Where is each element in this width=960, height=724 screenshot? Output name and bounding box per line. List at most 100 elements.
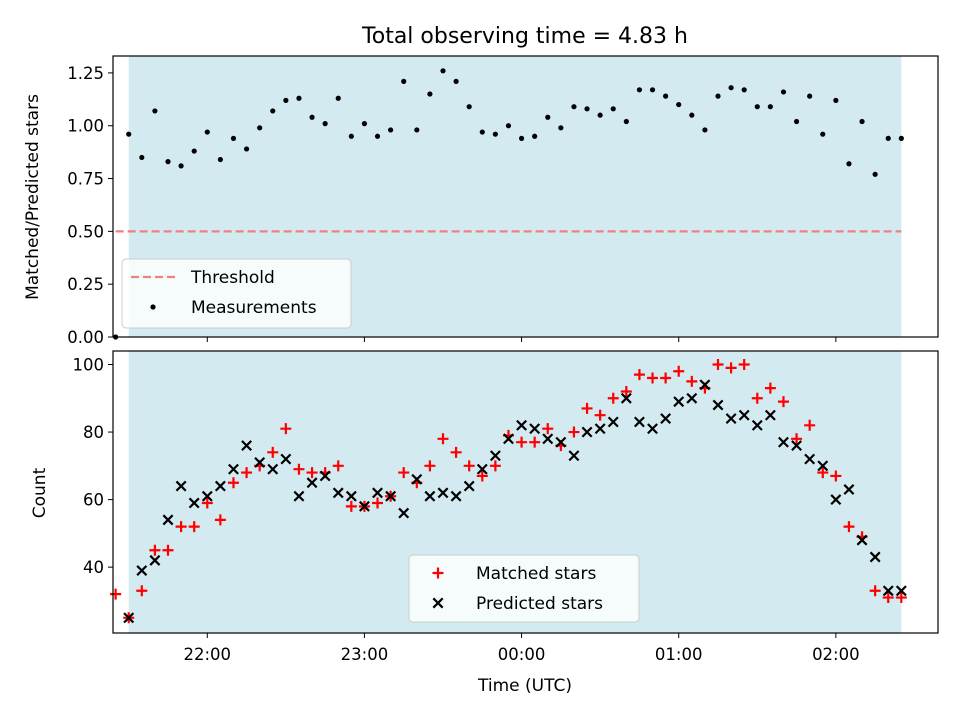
legend: Threshold Measurements xyxy=(121,258,352,329)
data-point xyxy=(584,106,590,112)
data-point xyxy=(623,118,629,125)
data-point xyxy=(293,490,305,502)
data-point xyxy=(751,419,763,431)
legend-box xyxy=(408,554,640,623)
data-point xyxy=(267,446,279,458)
data-point xyxy=(767,104,773,110)
data-point xyxy=(751,392,763,404)
x-tick-label: 23:00 xyxy=(341,645,389,664)
y-tick-label: 0.50 xyxy=(67,222,104,241)
data-point xyxy=(610,106,616,112)
data-point xyxy=(529,423,541,435)
data-point xyxy=(895,585,907,597)
data-point xyxy=(571,104,577,110)
data-point xyxy=(791,440,803,452)
data-point xyxy=(201,497,213,509)
data-point xyxy=(450,490,462,502)
data-point xyxy=(401,78,407,84)
x-tick-label: 02:00 xyxy=(812,645,860,664)
y-tick-label: 1.25 xyxy=(67,64,104,83)
data-point xyxy=(204,129,210,135)
chart-title: Total observing time = 4.83 h xyxy=(361,24,688,49)
data-point xyxy=(361,121,368,127)
data-point xyxy=(830,494,842,506)
data-point xyxy=(597,112,603,118)
data-point xyxy=(503,433,514,445)
data-point xyxy=(162,514,174,526)
data-point xyxy=(636,87,643,93)
legend-measurements-swatch xyxy=(150,304,156,310)
data-point xyxy=(267,463,279,475)
legend-predicted-swatch xyxy=(432,597,444,609)
data-point xyxy=(453,78,459,84)
data-point xyxy=(178,163,184,169)
data-point xyxy=(254,456,266,468)
data-point xyxy=(463,460,475,472)
series-measurements xyxy=(113,68,904,340)
y-tick-label: 100 xyxy=(73,356,105,375)
data-point xyxy=(895,592,907,604)
data-point xyxy=(165,159,171,165)
y-tick-label: 0.25 xyxy=(67,275,104,294)
data-point xyxy=(686,375,698,387)
data-point xyxy=(139,154,145,161)
data-point xyxy=(778,436,789,448)
data-point xyxy=(463,480,475,492)
data-point xyxy=(660,372,672,384)
data-point xyxy=(607,392,619,404)
data-point xyxy=(738,359,750,371)
series-matched-stars xyxy=(110,359,907,624)
data-point xyxy=(280,453,292,465)
y-tick-label: 0.75 xyxy=(67,170,104,189)
data-point xyxy=(230,135,237,141)
data-point xyxy=(283,97,289,103)
data-point xyxy=(754,104,760,110)
legend: Matched stars Predicted stars xyxy=(408,554,640,623)
data-point xyxy=(804,419,816,431)
data-point xyxy=(335,95,341,101)
data-point xyxy=(594,409,606,421)
data-point xyxy=(581,402,593,414)
data-point xyxy=(374,133,381,139)
data-point xyxy=(898,135,904,141)
data-point xyxy=(201,490,213,502)
data-point xyxy=(437,433,449,445)
data-point xyxy=(149,554,161,566)
data-point xyxy=(807,93,813,99)
data-point xyxy=(529,436,541,448)
data-point xyxy=(214,514,226,526)
data-point xyxy=(581,426,593,438)
legend-label: Predicted stars xyxy=(476,594,603,614)
data-point xyxy=(243,146,250,152)
data-point xyxy=(332,460,344,472)
data-point xyxy=(545,114,551,120)
x-axis-label: Time (UTC) xyxy=(477,676,572,696)
data-point xyxy=(332,487,344,499)
legend-label: Threshold xyxy=(190,268,275,288)
data-point xyxy=(424,460,436,472)
data-point xyxy=(345,490,357,502)
x-tick-label: 22:00 xyxy=(184,645,232,664)
data-point xyxy=(712,399,724,411)
data-point xyxy=(309,114,315,120)
data-point xyxy=(358,500,370,512)
data-point xyxy=(319,470,331,482)
data-point xyxy=(149,544,161,556)
data-point xyxy=(633,416,645,428)
data-point xyxy=(647,372,659,384)
data-point xyxy=(414,127,420,133)
data-point xyxy=(555,436,567,448)
data-point xyxy=(594,423,606,435)
data-point xyxy=(542,433,554,445)
top-y-axis-label: Matched/Predicted stars xyxy=(23,94,43,300)
data-point xyxy=(270,108,276,114)
data-point xyxy=(280,423,292,435)
y-tick-label: 40 xyxy=(83,558,104,577)
data-point xyxy=(764,382,776,394)
data-point xyxy=(372,497,384,509)
data-point xyxy=(620,392,632,404)
data-point xyxy=(424,490,436,502)
data-point xyxy=(516,419,528,431)
data-point xyxy=(885,135,891,141)
